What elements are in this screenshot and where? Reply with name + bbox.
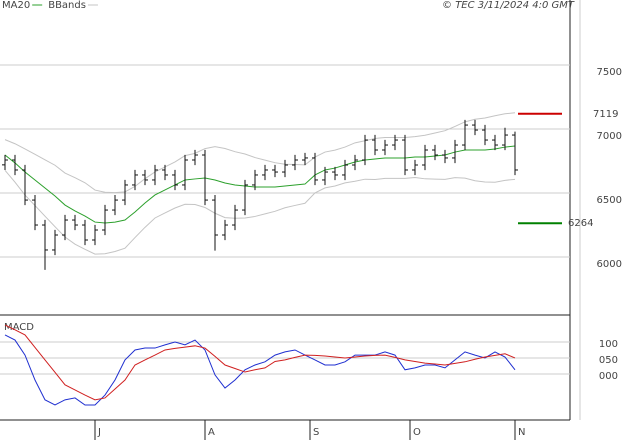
macd-line [4, 324, 516, 401]
macd-title: MACD [4, 322, 34, 333]
y-tick-label: 7000 [597, 131, 622, 142]
legend-label: BBands [48, 0, 86, 11]
y-tick-label: 050 [599, 355, 618, 366]
level-label: 7119 [593, 109, 618, 120]
y-tick-label: 6500 [597, 195, 622, 206]
legend-label: MA20 [2, 0, 30, 11]
level-label: 6264 [568, 218, 593, 229]
x-tick-label: J [97, 427, 101, 438]
x-tick-label: N [518, 427, 525, 438]
source: © TEC 3/11/2024 4:0 GMT [442, 0, 575, 11]
ma-line [4, 145, 516, 224]
y-tick-label: 000 [599, 371, 618, 382]
macd-line [4, 334, 516, 406]
y-tick-label: 100 [599, 339, 618, 350]
bband-lower [4, 170, 516, 255]
y-tick-label: 6000 [597, 259, 622, 270]
x-tick-label: A [208, 427, 215, 438]
y-tick-label: 7500 [597, 67, 622, 78]
bband-upper [4, 112, 516, 194]
x-tick-label: S [313, 427, 319, 438]
x-tick-label: O [413, 427, 421, 438]
plot-area [0, 0, 580, 420]
